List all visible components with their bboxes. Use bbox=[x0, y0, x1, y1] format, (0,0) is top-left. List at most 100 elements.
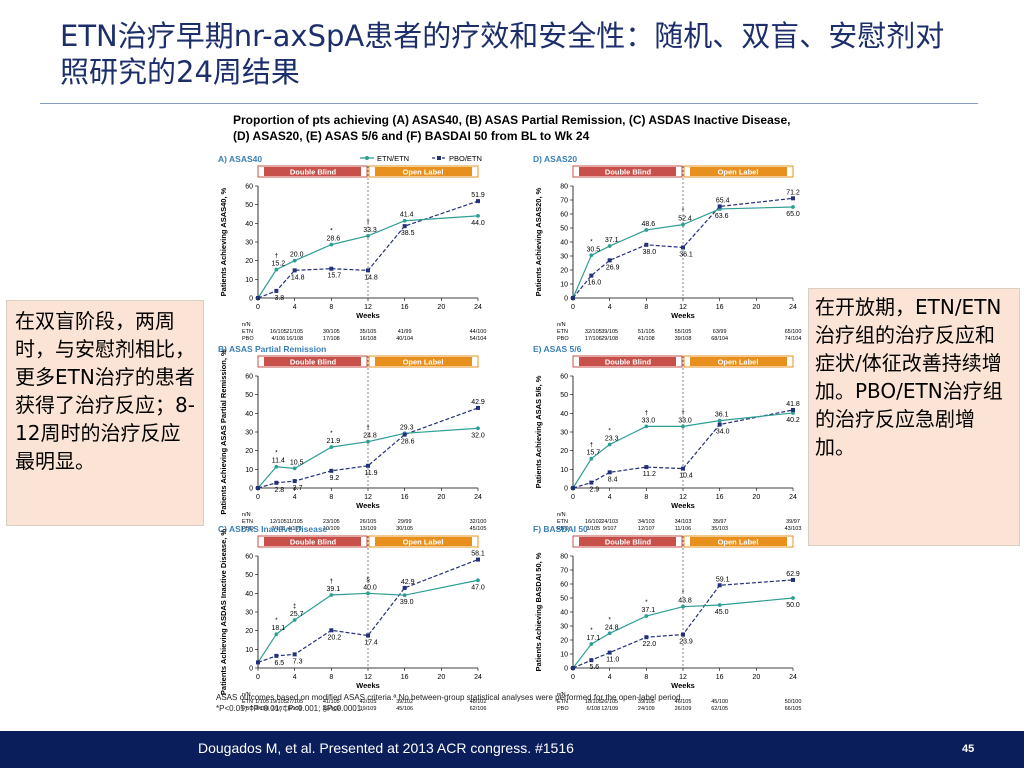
data-label-pbo: 14.8 bbox=[291, 274, 305, 281]
right-note-text: 在开放期，ETN/ETN治疗组的治疗反应和症状/体征改善持续增加。PBO/ETN… bbox=[815, 295, 1003, 459]
significance-marker: * bbox=[590, 627, 593, 634]
y-axis-label: Patients Achieving ASAS20, % bbox=[534, 187, 543, 296]
point-pbo bbox=[717, 422, 722, 427]
y-tick-label: 30 bbox=[560, 430, 568, 437]
y-tick-label: 60 bbox=[560, 582, 568, 589]
n-etn: 16/105 bbox=[270, 329, 287, 335]
data-label-etn: 24.8 bbox=[605, 624, 619, 631]
point-pbo bbox=[571, 296, 575, 300]
n-etn: 41/105 bbox=[323, 699, 340, 705]
n-etn: 39/102 bbox=[396, 699, 413, 705]
x-tick-label: 20 bbox=[752, 674, 760, 681]
double-blind-label: Double Blind bbox=[290, 538, 337, 547]
data-label-etn: 25.7 bbox=[290, 611, 304, 618]
y-tick-label: 40 bbox=[245, 411, 253, 418]
n-etn: 39/105 bbox=[638, 699, 655, 705]
point-pbo bbox=[717, 204, 722, 209]
data-label-etn: 33.3 bbox=[363, 227, 377, 234]
data-label-etn: 65.0 bbox=[786, 211, 800, 218]
x-tick-label: 20 bbox=[437, 494, 445, 501]
n-pbo: 12/109 bbox=[601, 706, 618, 712]
data-label-etn: 37.1 bbox=[642, 607, 656, 614]
n-pbo: 13/109 bbox=[360, 526, 377, 532]
open-label-label: Open Label bbox=[718, 358, 759, 367]
y-tick-label: 0 bbox=[249, 666, 253, 673]
y-tick-label: 60 bbox=[245, 554, 253, 561]
chart-panel-2: B) ASAS Partial Remission Double Blind Ope… bbox=[218, 344, 486, 532]
x-tick-label: 0 bbox=[571, 674, 575, 681]
point-etn bbox=[366, 591, 370, 596]
data-label-pbo: 28.6 bbox=[401, 439, 415, 446]
point-etn bbox=[644, 228, 649, 232]
open-label-fill bbox=[690, 167, 787, 176]
n-pbo: 19/109 bbox=[360, 706, 377, 712]
point-etn bbox=[366, 233, 370, 238]
point-pbo bbox=[644, 242, 649, 247]
open-label-fill bbox=[375, 537, 472, 546]
significance-marker: * bbox=[645, 599, 648, 606]
point-etn bbox=[402, 218, 407, 223]
n-etn: 45/100 bbox=[711, 699, 728, 705]
significance-marker: † bbox=[645, 409, 649, 416]
point-etn bbox=[589, 456, 594, 461]
n-pbo: 6/108 bbox=[586, 706, 600, 712]
x-tick-label: 16 bbox=[401, 304, 409, 311]
n-pbo: 26/109 bbox=[675, 706, 692, 712]
point-pbo bbox=[256, 486, 260, 490]
significance-marker: * bbox=[275, 450, 278, 457]
x-tick-label: 20 bbox=[752, 494, 760, 501]
n-table-header: n/N bbox=[557, 512, 566, 518]
y-tick-label: 50 bbox=[560, 226, 568, 233]
point-pbo bbox=[256, 660, 260, 665]
x-tick-label: 8 bbox=[329, 304, 333, 311]
significance-marker: * bbox=[682, 208, 685, 215]
x-tick-label: 12 bbox=[364, 494, 372, 501]
y-tick-label: 50 bbox=[245, 392, 253, 399]
n-etn: 50/100 bbox=[785, 699, 802, 705]
data-label-pbo: 16.0 bbox=[588, 280, 602, 287]
n-table-etn-row-label: ETN bbox=[557, 699, 568, 705]
open-label-fill bbox=[375, 167, 472, 176]
n-pbo: 4/106 bbox=[271, 336, 285, 342]
significance-marker: * bbox=[608, 616, 611, 623]
n-pbo: 39/108 bbox=[675, 336, 692, 342]
y-tick-label: 30 bbox=[245, 430, 253, 437]
n-pbo: 41/108 bbox=[638, 336, 655, 342]
point-pbo bbox=[791, 407, 795, 412]
double-blind-fill bbox=[579, 357, 676, 366]
point-etn bbox=[292, 466, 297, 471]
panel-title: D) ASAS20 bbox=[533, 154, 577, 164]
point-pbo bbox=[681, 466, 685, 471]
x-tick-label: 4 bbox=[608, 674, 612, 681]
n-pbo: 66/105 bbox=[785, 706, 802, 712]
point-etn bbox=[274, 267, 279, 272]
double-blind-fill bbox=[264, 357, 361, 366]
x-tick-label: 12 bbox=[679, 304, 687, 311]
data-label-etn: 48.6 bbox=[642, 221, 656, 228]
n-pbo: 3/105 bbox=[586, 526, 600, 532]
double-blind-fill bbox=[579, 537, 676, 546]
y-tick-label: 80 bbox=[560, 554, 568, 561]
n-pbo: 10/109 bbox=[323, 526, 340, 532]
n-etn: 42/105 bbox=[360, 699, 377, 705]
data-label-etn: 36.1 bbox=[715, 412, 729, 419]
point-pbo bbox=[589, 658, 594, 663]
point-pbo bbox=[589, 480, 594, 485]
point-pbo bbox=[402, 585, 407, 590]
n-pbo: 45/106 bbox=[396, 706, 413, 712]
y-tick-label: 60 bbox=[245, 184, 253, 191]
significance-marker: ‡ bbox=[293, 603, 297, 610]
y-tick-label: 40 bbox=[560, 610, 568, 617]
legend-etn-marker bbox=[365, 156, 369, 160]
point-etn bbox=[476, 578, 480, 583]
point-pbo bbox=[366, 268, 370, 273]
n-pbo: 7/107 bbox=[271, 706, 285, 712]
title-divider bbox=[40, 103, 978, 104]
double-blind-label: Double Blind bbox=[290, 168, 337, 177]
significance-marker: † bbox=[366, 219, 370, 226]
legend-pbo-label: PBO/ETN bbox=[449, 154, 482, 163]
double-blind-label: Double Blind bbox=[605, 168, 652, 177]
y-tick-label: 70 bbox=[560, 198, 568, 205]
x-tick-label: 24 bbox=[789, 304, 797, 311]
data-label-pbo: 38.5 bbox=[401, 230, 415, 237]
